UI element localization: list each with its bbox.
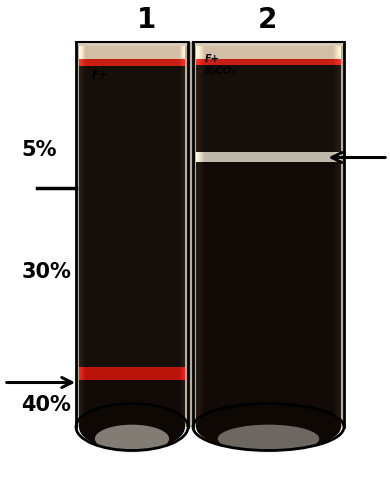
Text: 2: 2 <box>257 6 277 34</box>
Ellipse shape <box>79 404 185 450</box>
Text: 40%: 40% <box>21 395 71 415</box>
Text: F+
K₂CO₃: F+ K₂CO₃ <box>205 54 236 76</box>
Ellipse shape <box>95 424 169 453</box>
Text: F+: F+ <box>92 70 109 80</box>
Text: 5%: 5% <box>21 140 57 160</box>
Text: 1: 1 <box>136 6 156 34</box>
Text: 30%: 30% <box>21 262 71 282</box>
Ellipse shape <box>218 424 319 453</box>
Ellipse shape <box>196 404 341 450</box>
